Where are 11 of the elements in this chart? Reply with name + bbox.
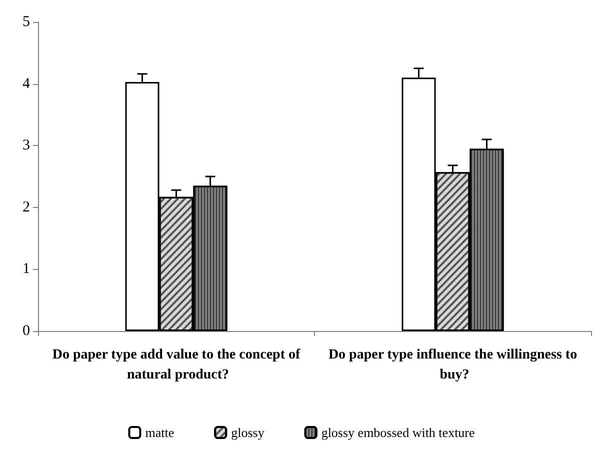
y-tick-label: 1 <box>22 261 30 278</box>
y-tick-label: 3 <box>22 138 30 154</box>
x-tick-label: Do paper type influence the willingness to buy? <box>328 348 578 382</box>
y-tick-label: 5 <box>22 14 30 30</box>
legend-label: glossy <box>231 425 265 440</box>
legend-label: matte <box>145 425 174 440</box>
y-tick-label: 4 <box>22 76 30 92</box>
x-tick-label: Do paper type add value to the concept of natural product? <box>52 348 301 382</box>
y-tick-label: 2 <box>22 199 30 216</box>
legend-label: glossy embossed with texture <box>321 425 476 440</box>
y-tick-label: 0 <box>22 323 30 339</box>
